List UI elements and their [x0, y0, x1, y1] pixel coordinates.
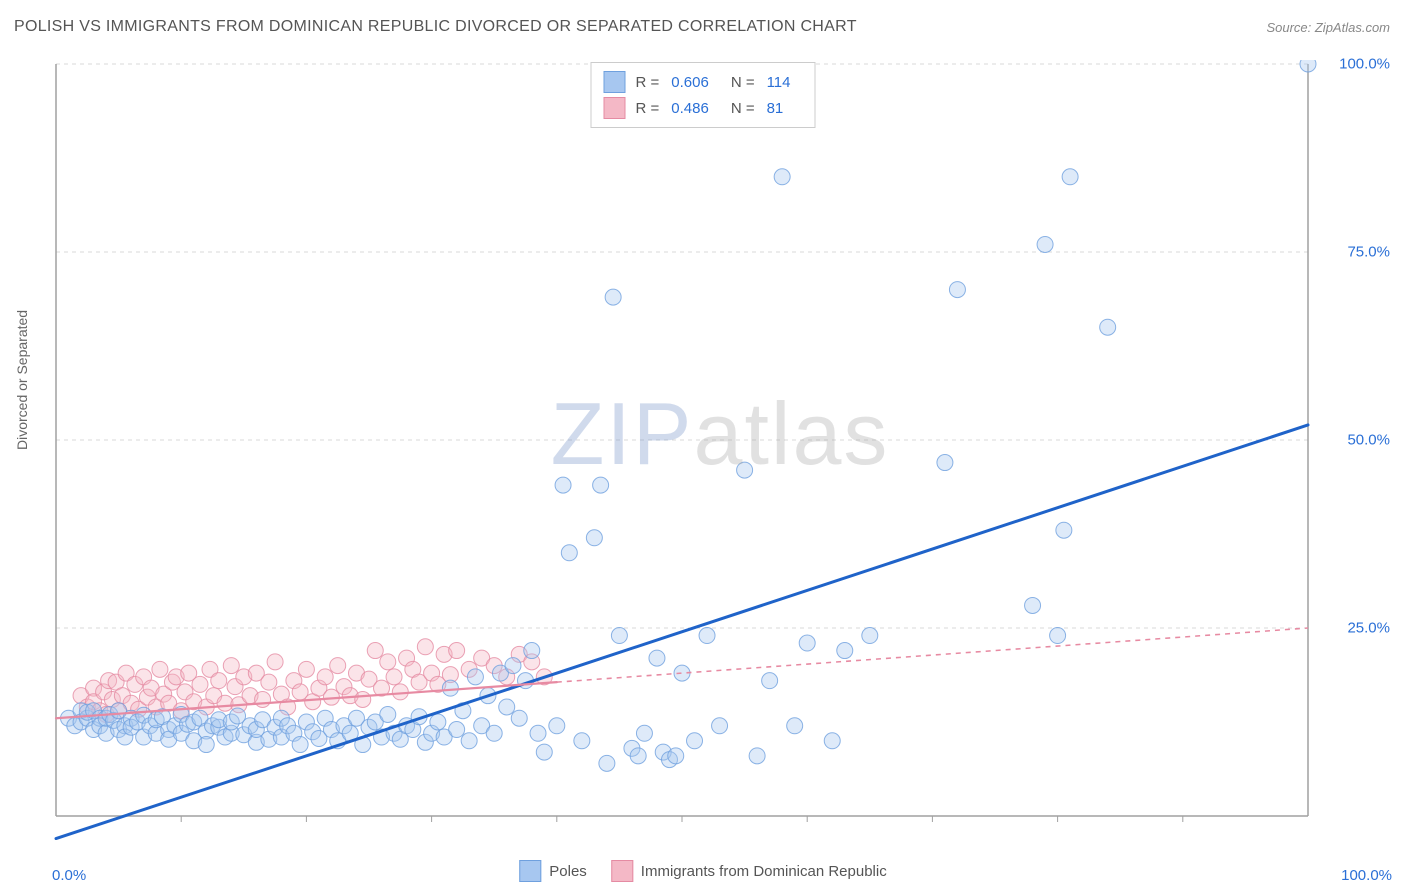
y-tick-100: 100.0%	[1339, 56, 1390, 73]
source-attribution: Source: ZipAtlas.com	[1266, 20, 1390, 35]
scatter-svg	[52, 60, 1388, 840]
legend-label-dr: Immigrants from Dominican Republic	[641, 863, 887, 880]
legend-swatch-poles	[604, 71, 626, 93]
r-label: R =	[636, 74, 660, 91]
y-axis-label: Divorced or Separated	[14, 310, 30, 450]
n-value-poles: 114	[767, 74, 791, 91]
n-value-dr: 81	[767, 100, 784, 117]
r-label: R =	[636, 100, 660, 117]
legend-row-poles: R = 0.606 N = 114	[604, 69, 803, 95]
r-value-dr: 0.486	[671, 100, 709, 117]
legend-label-poles: Poles	[549, 863, 587, 880]
series-legend: Poles Immigrants from Dominican Republic	[519, 860, 886, 882]
chart-container: POLISH VS IMMIGRANTS FROM DOMINICAN REPU…	[0, 0, 1406, 892]
x-axis-min-label: 0.0%	[52, 867, 86, 884]
r-value-poles: 0.606	[671, 74, 709, 91]
n-label: N =	[731, 74, 755, 91]
plot-area: ZIPatlas	[52, 60, 1388, 840]
legend-item-poles: Poles	[519, 860, 587, 882]
correlation-legend: R = 0.606 N = 114 R = 0.486 N = 81	[591, 62, 816, 128]
chart-title: POLISH VS IMMIGRANTS FROM DOMINICAN REPU…	[14, 18, 857, 36]
legend-swatch-dr	[604, 97, 626, 119]
x-axis-max-label: 100.0%	[1341, 867, 1392, 884]
legend-swatch-dr	[611, 860, 633, 882]
legend-item-dr: Immigrants from Dominican Republic	[611, 860, 887, 882]
n-label: N =	[731, 100, 755, 117]
y-tick-75: 75.0%	[1347, 244, 1390, 261]
legend-row-dr: R = 0.486 N = 81	[604, 95, 803, 121]
legend-swatch-poles	[519, 860, 541, 882]
y-tick-25: 25.0%	[1347, 620, 1390, 637]
y-tick-50: 50.0%	[1347, 432, 1390, 449]
